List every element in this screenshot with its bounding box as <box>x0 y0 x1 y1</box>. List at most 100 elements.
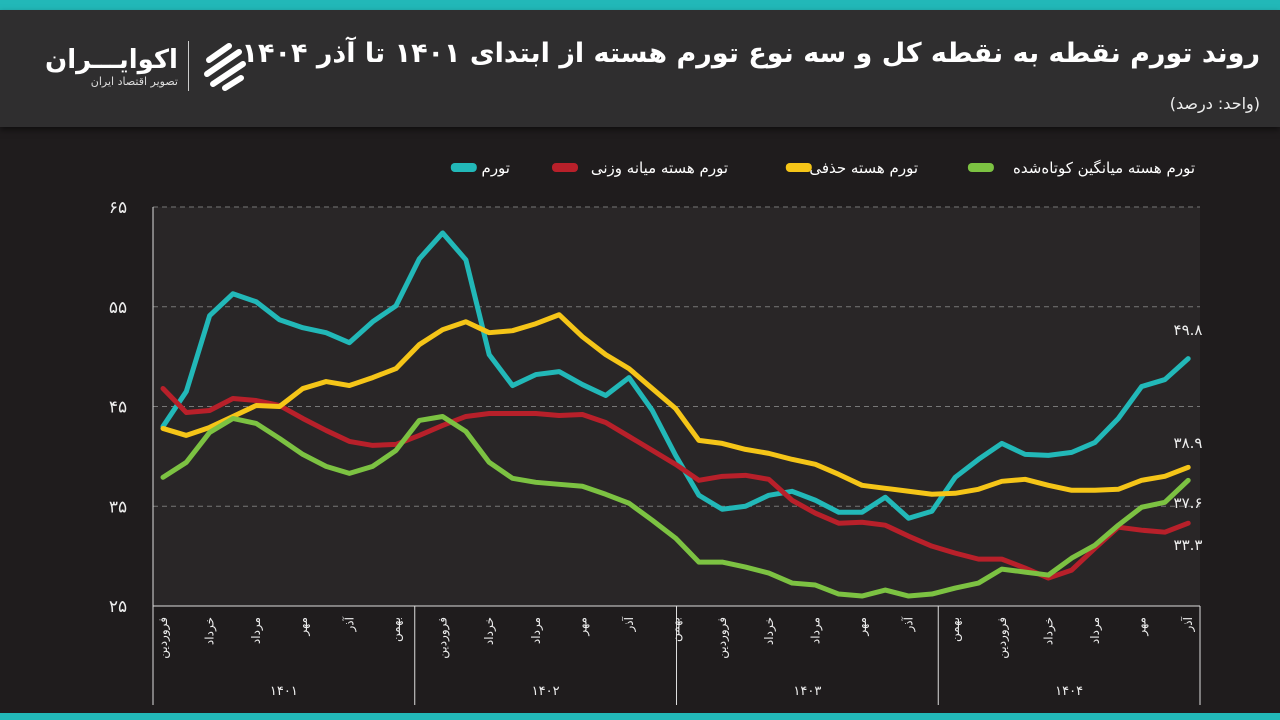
data-point <box>697 493 701 497</box>
data-point <box>930 509 934 513</box>
data-point <box>557 370 561 374</box>
data-point <box>1140 528 1144 532</box>
data-point <box>161 387 165 391</box>
data-point <box>301 387 305 391</box>
data-point <box>977 487 980 491</box>
data-point <box>347 439 351 443</box>
data-point <box>371 443 375 447</box>
data-point <box>977 557 980 561</box>
data-point <box>1023 570 1027 574</box>
data-point <box>697 560 701 564</box>
data-point <box>1023 452 1027 456</box>
month-tick-label: آذر <box>1180 616 1196 632</box>
data-point <box>417 418 421 422</box>
data-point <box>464 320 468 324</box>
y-tick-label: ۵۵ <box>109 298 127 318</box>
data-point <box>697 438 701 442</box>
data-point <box>464 429 468 433</box>
data-point <box>487 411 491 415</box>
data-point <box>883 523 887 527</box>
data-point <box>837 510 841 514</box>
data-point <box>604 353 608 357</box>
data-point <box>1116 416 1120 420</box>
data-point <box>371 320 375 324</box>
data-point <box>813 511 817 515</box>
data-point <box>953 586 957 590</box>
data-point <box>231 292 235 296</box>
data-point <box>627 367 631 371</box>
data-point <box>720 560 724 564</box>
data-point <box>674 462 678 466</box>
data-point <box>394 304 398 308</box>
data-point <box>324 380 328 384</box>
y-tick-label: ۳۵ <box>109 497 127 517</box>
data-point <box>930 544 934 548</box>
logo-name: اکوایـــران <box>45 44 178 75</box>
data-point <box>511 411 514 415</box>
legend-label: تورم هسته میانه وزنی <box>591 159 728 177</box>
month-tick-label: مرداد <box>808 617 823 644</box>
data-point <box>953 475 957 479</box>
data-point <box>417 433 421 437</box>
data-point <box>837 472 841 476</box>
end-value-label: ۳۷.۶ <box>1174 494 1203 512</box>
data-point <box>813 498 817 502</box>
data-point <box>441 414 445 418</box>
data-point <box>1140 385 1144 389</box>
data-point <box>674 536 678 540</box>
data-point <box>1070 450 1074 454</box>
data-point <box>1000 567 1004 571</box>
data-point <box>860 510 864 514</box>
logo-divider <box>187 41 189 91</box>
data-point <box>720 507 724 511</box>
data-point <box>720 441 724 445</box>
end-value-label: ۴۹.۸ <box>1174 321 1203 339</box>
data-point <box>1186 521 1190 525</box>
data-point <box>627 434 631 438</box>
data-point <box>534 322 538 326</box>
header: روند تورم نقطه به نقطه کل و سه نوع تورم … <box>0 10 1280 127</box>
data-point <box>580 412 584 416</box>
data-point <box>627 376 631 380</box>
data-point <box>254 404 258 408</box>
data-point <box>813 583 817 587</box>
data-point <box>1093 488 1097 492</box>
legend-label: تورم هسته حذفی <box>809 159 918 177</box>
month-tick-label: آذر <box>621 616 637 632</box>
legend-label: تورم هسته میانگین کوتاه‌شده <box>1013 159 1195 177</box>
data-point <box>1046 573 1050 577</box>
data-point <box>371 376 375 380</box>
data-point <box>161 426 165 430</box>
data-point <box>278 405 281 408</box>
data-point <box>208 314 212 318</box>
data-point <box>1046 453 1050 457</box>
data-point <box>557 413 561 417</box>
data-point <box>1116 487 1120 491</box>
data-point <box>767 477 771 481</box>
legend-swatch <box>450 163 477 172</box>
data-point <box>324 464 328 468</box>
data-point <box>278 318 281 322</box>
legend-swatch <box>785 163 812 172</box>
logo: اکوایـــران تصویر اقتصاد ایران <box>45 40 251 92</box>
data-point <box>604 420 608 424</box>
year-label: ۱۴۰۴ <box>1055 684 1083 699</box>
data-point <box>441 328 445 332</box>
data-point <box>511 329 514 333</box>
data-point <box>557 313 561 317</box>
data-point <box>744 473 747 477</box>
data-point <box>1140 478 1144 482</box>
month-tick-label: آذر <box>901 616 917 632</box>
data-point <box>184 390 188 394</box>
data-point <box>627 501 631 505</box>
month-tick-label: بهمن <box>389 617 404 642</box>
month-tick-label: مهر <box>575 617 590 637</box>
month-tick-label: مهر <box>855 617 870 637</box>
data-point <box>604 492 608 496</box>
data-point <box>767 493 771 497</box>
month-tick-label: مهر <box>1135 617 1150 637</box>
data-point <box>1116 523 1120 527</box>
month-tick-label: بهمن <box>669 617 684 642</box>
legend-swatch <box>552 163 578 172</box>
data-point <box>347 471 351 475</box>
